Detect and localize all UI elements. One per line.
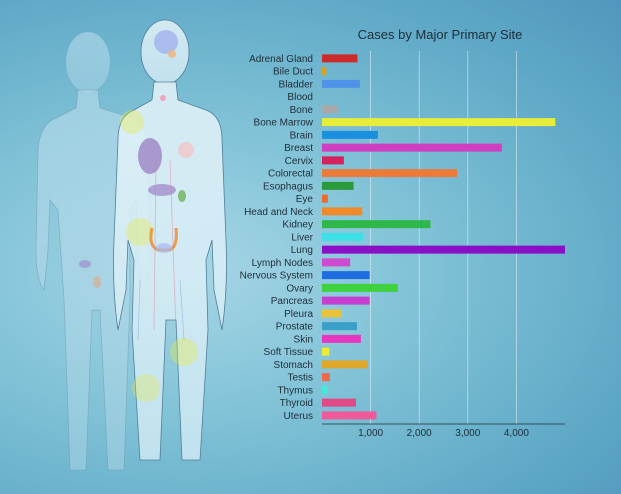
female-figure — [113, 19, 227, 461]
bar-pleura[interactable] — [322, 309, 342, 318]
bar-eye[interactable] — [322, 194, 328, 203]
category-label: Colorectal — [268, 169, 313, 180]
x-tick-labels: 1,000 2,000 3,000 4,000 — [358, 428, 529, 439]
category-label: Eye — [296, 194, 314, 205]
category-label: Kidney — [282, 220, 313, 231]
category-label: Liver — [291, 232, 313, 243]
category-label: Brain — [290, 130, 313, 141]
bar-stomach[interactable] — [322, 360, 368, 369]
category-label: Blood — [287, 92, 313, 103]
category-label: Lung — [291, 245, 313, 256]
bar-kidney[interactable] — [322, 220, 431, 229]
bar-esophagus[interactable] — [322, 181, 354, 190]
chart-title: Cases by Major Primary Site — [358, 27, 523, 42]
body-silhouette-illustration — [35, 19, 227, 471]
category-label: Cervix — [285, 156, 313, 167]
bar-liver[interactable] — [322, 232, 364, 241]
category-label: Bile Duct — [273, 67, 313, 78]
bar-thymus[interactable] — [322, 385, 328, 394]
gridlines — [370, 51, 517, 424]
bars-group — [322, 54, 565, 420]
category-label: Pleura — [284, 309, 313, 320]
bar-breast[interactable] — [322, 143, 502, 152]
bar-head-and-neck[interactable] — [322, 207, 363, 216]
bar-cervix[interactable] — [322, 156, 344, 165]
category-label: Uterus — [284, 411, 313, 422]
bar-uterus[interactable] — [322, 411, 377, 420]
bar-skin[interactable] — [322, 334, 361, 343]
category-label: Bone — [290, 105, 314, 116]
bar-testis[interactable] — [322, 373, 330, 382]
bar-lung[interactable] — [322, 245, 565, 254]
bar-nervous-system[interactable] — [322, 271, 370, 280]
category-label: Ovary — [286, 283, 313, 294]
bar-ovary[interactable] — [322, 283, 398, 292]
bar-thyroid[interactable] — [322, 398, 357, 407]
bar-colorectal[interactable] — [322, 169, 458, 178]
bar-bile-duct[interactable] — [322, 67, 327, 76]
category-label: Nervous System — [240, 271, 313, 282]
category-label: Lymph Nodes — [252, 258, 313, 269]
x-tick-label: 3,000 — [455, 428, 480, 439]
bar-bone-marrow[interactable] — [322, 118, 556, 127]
bar-pancreas[interactable] — [322, 296, 370, 305]
bar-prostate[interactable] — [322, 322, 357, 331]
x-tick-label: 4,000 — [504, 428, 529, 439]
bar-lymph-nodes[interactable] — [322, 258, 351, 267]
category-label: Breast — [284, 143, 313, 154]
category-label: Testis — [287, 373, 313, 384]
category-label: Skin — [294, 334, 313, 345]
bar-adrenal-gland[interactable] — [322, 54, 358, 63]
category-label: Head and Neck — [244, 207, 314, 218]
bar-brain[interactable] — [322, 130, 378, 139]
category-label: Prostate — [276, 322, 314, 333]
x-tick-label: 2,000 — [407, 428, 432, 439]
category-label: Stomach — [274, 360, 313, 371]
bar-bladder[interactable] — [322, 79, 360, 88]
category-label: Bladder — [279, 79, 314, 90]
bar-soft-tissue[interactable] — [322, 347, 330, 356]
category-label: Thyroid — [280, 398, 313, 409]
bar-bone[interactable] — [322, 105, 338, 114]
category-label: Bone Marrow — [254, 118, 314, 129]
category-label: Esophagus — [263, 181, 313, 192]
x-tick-label: 1,000 — [358, 428, 383, 439]
category-label: Pancreas — [271, 296, 313, 307]
category-label: Adrenal Gland — [249, 54, 313, 65]
category-label: Thymus — [277, 385, 313, 396]
category-label: Soft Tissue — [264, 347, 314, 358]
